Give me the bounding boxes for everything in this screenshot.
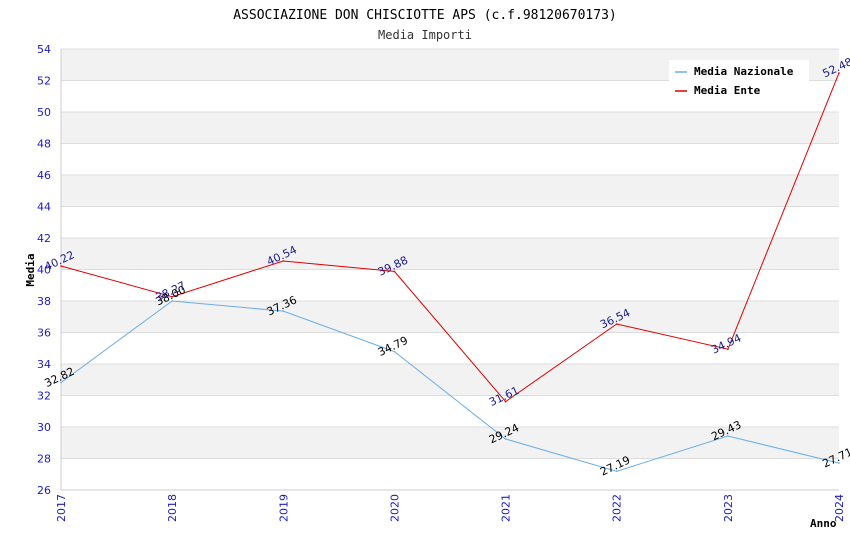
x-tick-label-2022: 2022 [611, 494, 624, 522]
data-point-media-ente [838, 72, 840, 74]
y-tick-label: 44 [37, 201, 51, 214]
background-band [61, 301, 839, 333]
series-line-media-nazionale [60, 300, 840, 472]
x-tick-label-2017: 2017 [55, 494, 68, 522]
data-point-media-ente [60, 265, 62, 267]
x-tick-label-2019: 2019 [277, 494, 290, 522]
data-point-media-ente [504, 400, 507, 403]
data-point-media-nazionale [838, 462, 840, 464]
x-tick-label-2018: 2018 [166, 494, 179, 522]
y-tick-label: 54 [37, 43, 51, 56]
series-lines [60, 72, 840, 473]
legend: Media Nazionale Media Ente [669, 60, 809, 102]
background-band [61, 175, 839, 207]
y-tick-label: 40 [37, 264, 51, 277]
background-band [61, 112, 839, 144]
data-point-media-ente [171, 295, 173, 298]
x-tick-labels: 2017 2018 2019 2020 2021 2022 2023 2024 [55, 494, 846, 522]
data-point-media-nazionale [282, 310, 285, 312]
y-tick-label: 30 [37, 421, 51, 434]
data-point-media-nazionale [60, 381, 62, 384]
y-tick-label: 28 [37, 453, 51, 466]
data-point-media-nazionale [615, 470, 618, 473]
background-bands [61, 49, 839, 459]
axes [60, 49, 839, 491]
x-tick-label-2021: 2021 [500, 494, 513, 522]
data-label-media-nazionale: 34.79 [376, 334, 410, 359]
chart-subtitle: Media Importi [378, 28, 472, 42]
y-tick-label: 26 [37, 484, 51, 497]
chart-title: ASSOCIAZIONE DON CHISCIOTTE APS (c.f.981… [233, 8, 617, 23]
y-tick-label: 36 [37, 327, 51, 340]
y-tick-label: 50 [37, 106, 51, 119]
y-tick-label: 34 [37, 358, 51, 371]
y-axis-label: Media [24, 253, 37, 286]
background-band [61, 427, 839, 459]
data-point-media-nazionale [393, 350, 396, 353]
y-tick-label: 48 [37, 138, 51, 151]
y-tick-label: 46 [37, 169, 51, 182]
data-point-media-ente [282, 260, 285, 262]
y-tick-label: 52 [37, 75, 51, 88]
legend-box [669, 60, 809, 102]
y-tick-label: 32 [37, 390, 51, 403]
background-band [61, 364, 839, 396]
data-point-media-nazionale [504, 438, 507, 440]
data-point-media-nazionale [171, 300, 173, 302]
x-axis-label: Anno [810, 517, 837, 530]
series-line-media-ente [60, 72, 840, 403]
background-band [61, 238, 839, 270]
x-tick-label-2023: 2023 [722, 494, 735, 522]
data-point-media-nazionale [727, 435, 729, 437]
legend-label-media-ente: Media Ente [694, 84, 761, 97]
gridlines [61, 48, 839, 491]
x-tick-label-2024: 2024 [833, 494, 846, 522]
data-point-media-ente [615, 323, 618, 325]
y-tick-labels: 26 28 30 32 34 36 38 40 42 44 46 48 50 52 54 [37, 43, 51, 497]
x-tick-label-2020: 2020 [388, 494, 401, 522]
legend-label-media-nazionale: Media Nazionale [694, 65, 794, 78]
data-label-media-ente: 34.94 [709, 331, 743, 356]
y-tick-label: 38 [37, 295, 51, 308]
data-point-media-ente [727, 348, 729, 350]
data-point-media-ente [393, 270, 396, 273]
y-tick-label: 42 [37, 232, 51, 245]
